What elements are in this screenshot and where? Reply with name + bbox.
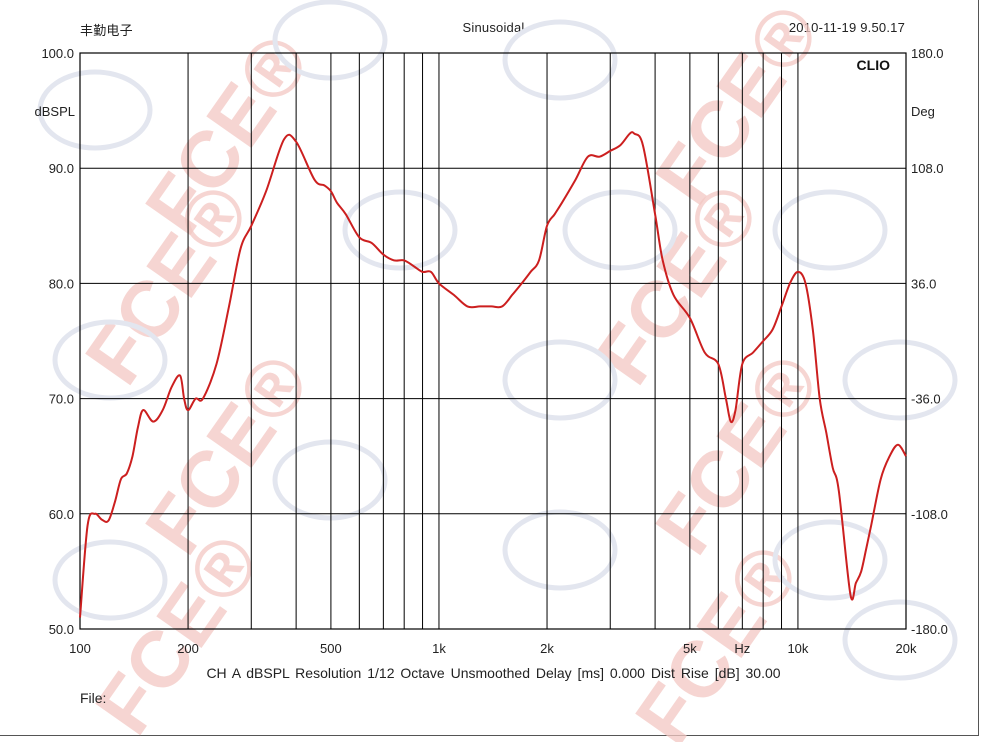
watermark-emblem <box>502 19 618 101</box>
x-tick-label: 20k <box>896 641 917 656</box>
curve-layer <box>79 131 907 618</box>
x-tick-label: 500 <box>320 641 342 656</box>
x-tick-label: 2k <box>540 641 554 656</box>
x-tick-label: 100 <box>69 641 91 656</box>
measurement-settings: CH A dBSPL Resolution 1/12 Octave Unsmoo… <box>206 665 781 681</box>
x-tick-label: 200 <box>177 641 199 656</box>
file-label: File: <box>80 690 107 706</box>
frame-bottom-border <box>0 735 979 736</box>
watermark-emblem <box>772 519 888 601</box>
y-left-tick-label: 50.0 <box>49 622 74 637</box>
watermark-emblem <box>52 319 168 401</box>
x-tick-label: 5k <box>683 641 697 656</box>
company-name: 丰勤电子 <box>80 23 133 38</box>
watermark-text: FCE® <box>638 0 836 219</box>
y-right-tick-label: 108.0 <box>911 161 944 176</box>
signal-type: Sinusoidal <box>462 20 525 35</box>
spl-response-curve <box>79 131 907 618</box>
y-left-tick-label: 60.0 <box>49 507 74 522</box>
watermark-emblem <box>52 539 168 621</box>
watermark-emblem <box>842 339 958 421</box>
y-left-tick-label: 100.0 <box>41 46 74 61</box>
grid-layer <box>79 52 907 630</box>
timestamp: 2010-11-19 9.50.17 <box>788 20 905 35</box>
watermark-emblem <box>502 339 618 421</box>
y-right-tick-label: -108.0 <box>911 507 948 522</box>
y-left-tick-label: 70.0 <box>49 392 74 407</box>
x-tick-label: 10k <box>787 641 808 656</box>
watermark-emblem <box>37 69 153 151</box>
watermark-text: FCE® <box>618 529 816 742</box>
x-tick-label: 1k <box>432 641 446 656</box>
y-right-axis-label: Deg <box>911 104 935 119</box>
clio-brand: CLIO <box>857 57 891 73</box>
axis-label-layer: 100 200 500 1k 2k 5k Hz 10k 20k 50.0 60.0 70.0 80.0 9… <box>35 46 948 656</box>
watermark-emblem <box>502 509 618 591</box>
x-tick-label: Hz <box>734 641 750 656</box>
y-right-tick-label: -36.0 <box>911 392 941 407</box>
plot-border <box>79 52 907 630</box>
watermark-emblem <box>842 599 958 681</box>
watermark-emblem <box>342 189 458 271</box>
watermark-emblem <box>562 189 678 271</box>
watermark-emblem <box>272 0 388 81</box>
frame-right-border <box>978 0 979 736</box>
y-left-tick-label: 90.0 <box>49 161 74 176</box>
watermark-emblem <box>272 439 388 521</box>
y-left-tick-label: 80.0 <box>49 276 74 291</box>
y-left-axis-label: dBSPL <box>35 104 75 119</box>
y-right-tick-label: -180.0 <box>911 622 948 637</box>
y-right-tick-label: 36.0 <box>911 276 936 291</box>
watermark-emblem <box>772 189 888 271</box>
y-right-tick-label: 180.0 <box>911 46 944 61</box>
